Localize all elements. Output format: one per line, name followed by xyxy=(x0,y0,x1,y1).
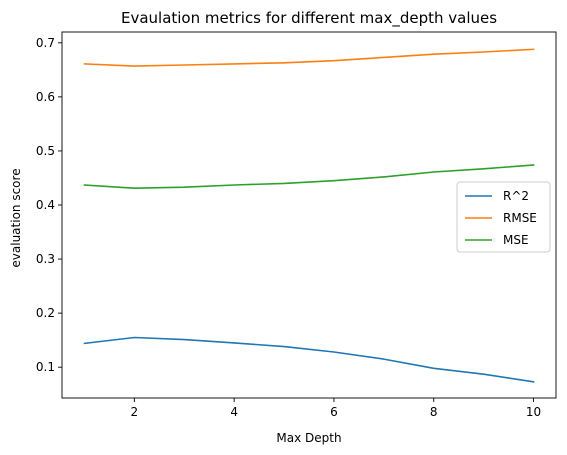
x-tick-label: 10 xyxy=(526,405,541,419)
x-axis-label: Max Depth xyxy=(276,431,341,445)
y-tick-label: 0.2 xyxy=(36,306,55,320)
series-line-2 xyxy=(83,164,535,189)
plot-frame xyxy=(61,31,557,399)
x-tick-label: 6 xyxy=(330,405,338,419)
x-axis-ticks: 2 4 6 8 10 xyxy=(131,398,541,419)
legend-label-1: RMSE xyxy=(503,211,537,225)
legend-label-2: MSE xyxy=(503,233,529,247)
y-tick-label: 0.1 xyxy=(36,360,55,374)
legend-label-0: R^2 xyxy=(503,189,529,203)
x-tick-label: 8 xyxy=(430,405,438,419)
x-tick-label: 2 xyxy=(131,405,139,419)
series-line-1 xyxy=(83,48,535,67)
legend-box xyxy=(456,181,551,253)
x-tick-label: 4 xyxy=(230,405,238,419)
y-tick-label: 0.4 xyxy=(36,198,55,212)
y-tick-label: 0.6 xyxy=(36,90,55,104)
legend: R^2 RMSE MSE xyxy=(456,181,551,253)
y-tick-label: 0.3 xyxy=(36,252,55,266)
series-line-0 xyxy=(83,336,535,383)
chart-title: Evaulation metrics for different max_dep… xyxy=(121,9,497,28)
y-tick-label: 0.5 xyxy=(36,144,55,158)
y-tick-label: 0.7 xyxy=(36,36,55,50)
y-axis-ticks: 0.1 0.2 0.3 0.4 0.5 0.6 0.7 xyxy=(36,36,62,374)
series-lines xyxy=(83,48,535,383)
y-axis-label: evaluation score xyxy=(9,168,23,267)
